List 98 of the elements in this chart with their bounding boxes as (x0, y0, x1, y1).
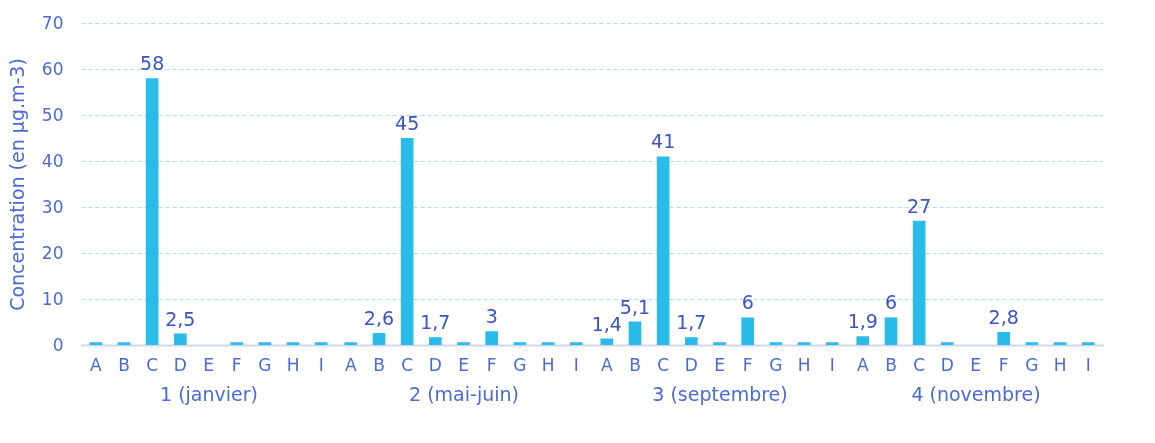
data-label: 1,7 (676, 311, 707, 334)
bar (344, 342, 358, 345)
bar (656, 156, 670, 345)
x-tick-label: B (885, 354, 897, 375)
x-tick-label: D (173, 354, 187, 375)
x-tick-label: C (401, 354, 414, 375)
x-tick-label: A (89, 354, 102, 375)
bar (89, 342, 103, 345)
data-label: 3 (485, 305, 498, 328)
y-tick-label: 50 (41, 104, 64, 125)
x-tick-label: B (373, 354, 385, 375)
data-label: 2,5 (165, 307, 196, 330)
data-label: 2,8 (988, 306, 1019, 329)
bar (600, 338, 614, 345)
x-tick-label: C (146, 354, 159, 375)
x-tick-label: H (286, 354, 300, 375)
x-tick-label: I (829, 354, 835, 375)
x-tick-label: E (458, 354, 469, 375)
bar (769, 342, 783, 345)
bar (997, 332, 1011, 345)
x-tick-label: I (318, 354, 324, 375)
bar (713, 342, 726, 345)
bar (856, 336, 870, 345)
data-label: 1,7 (420, 311, 451, 334)
data-label: 5,1 (619, 295, 651, 318)
bar (314, 342, 328, 345)
x-tick-label: G (1025, 354, 1039, 375)
data-label: 2,6 (363, 307, 395, 330)
x-tick-label: E (970, 354, 981, 375)
x-tick-label: D (940, 354, 954, 375)
x-tick-label: A (600, 354, 613, 375)
bar (684, 337, 698, 345)
bar (1081, 342, 1095, 345)
x-axis-title: 1 (janvier) (160, 382, 258, 405)
y-tick-label: 70 (41, 12, 64, 33)
bar (428, 337, 442, 345)
x-tick-label: B (629, 354, 641, 375)
bar (884, 317, 898, 345)
data-label: 1,4 (591, 312, 622, 335)
bar (145, 78, 159, 345)
x-tick-label: G (258, 354, 272, 375)
x-tick-label: F (998, 354, 1009, 375)
y-tick-label: 40 (41, 150, 64, 171)
x-tick-label: F (231, 354, 242, 375)
bar (400, 138, 414, 345)
x-tick-label: H (1053, 354, 1067, 375)
bar (541, 342, 555, 345)
bar (173, 333, 187, 345)
x-tick-label: C (913, 354, 926, 375)
y-tick-label: 10 (41, 288, 64, 309)
bar (940, 342, 954, 345)
bar (372, 333, 386, 345)
x-tick-label: I (1085, 354, 1091, 375)
x-tick-label: E (203, 354, 214, 375)
data-label: 6 (741, 291, 754, 314)
y-tick-label: 20 (41, 242, 64, 263)
x-tick-label: G (769, 354, 783, 375)
x-tick-label: F (486, 354, 497, 375)
x-tick-label: H (541, 354, 555, 375)
bar (569, 342, 583, 345)
bar (485, 331, 499, 345)
bar (230, 342, 244, 345)
x-axis-title: 3 (septembre) (652, 382, 788, 405)
x-axis-title: 2 (mai-juin) (409, 382, 519, 405)
data-label: 41 (651, 130, 676, 153)
bar (117, 342, 131, 345)
bar (797, 342, 811, 345)
y-tick-label: 30 (41, 196, 64, 217)
bar (286, 342, 300, 345)
x-tick-label: D (684, 354, 698, 375)
x-tick-label: A (856, 354, 869, 375)
data-label: 27 (907, 194, 932, 217)
x-axis-title: 4 (novembre) (911, 382, 1041, 405)
x-tick-label: E (714, 354, 725, 375)
bar (628, 321, 642, 345)
data-label: 1,9 (847, 310, 878, 333)
data-label: 45 (395, 112, 420, 134)
bar (741, 317, 755, 345)
x-tick-label: I (573, 354, 579, 375)
y-axis-title: Concentration (en µg.m-3) (5, 58, 28, 311)
bar (912, 220, 926, 345)
bar (258, 342, 272, 345)
x-tick-label: A (344, 354, 357, 375)
x-tick-label: D (428, 354, 442, 375)
x-tick-label: B (118, 354, 130, 375)
x-tick-label: F (742, 354, 753, 375)
bar (825, 342, 839, 345)
bar (1025, 342, 1039, 345)
x-tick-label: C (657, 354, 670, 375)
y-tick-label: 0 (52, 334, 64, 355)
data-label: 58 (140, 52, 165, 75)
x-tick-label: G (513, 354, 527, 375)
data-label: 6 (884, 291, 898, 314)
bar (1053, 342, 1067, 345)
y-tick-label: 60 (41, 58, 64, 79)
bar (513, 342, 527, 345)
bar (457, 342, 470, 345)
x-tick-label: H (797, 354, 811, 375)
